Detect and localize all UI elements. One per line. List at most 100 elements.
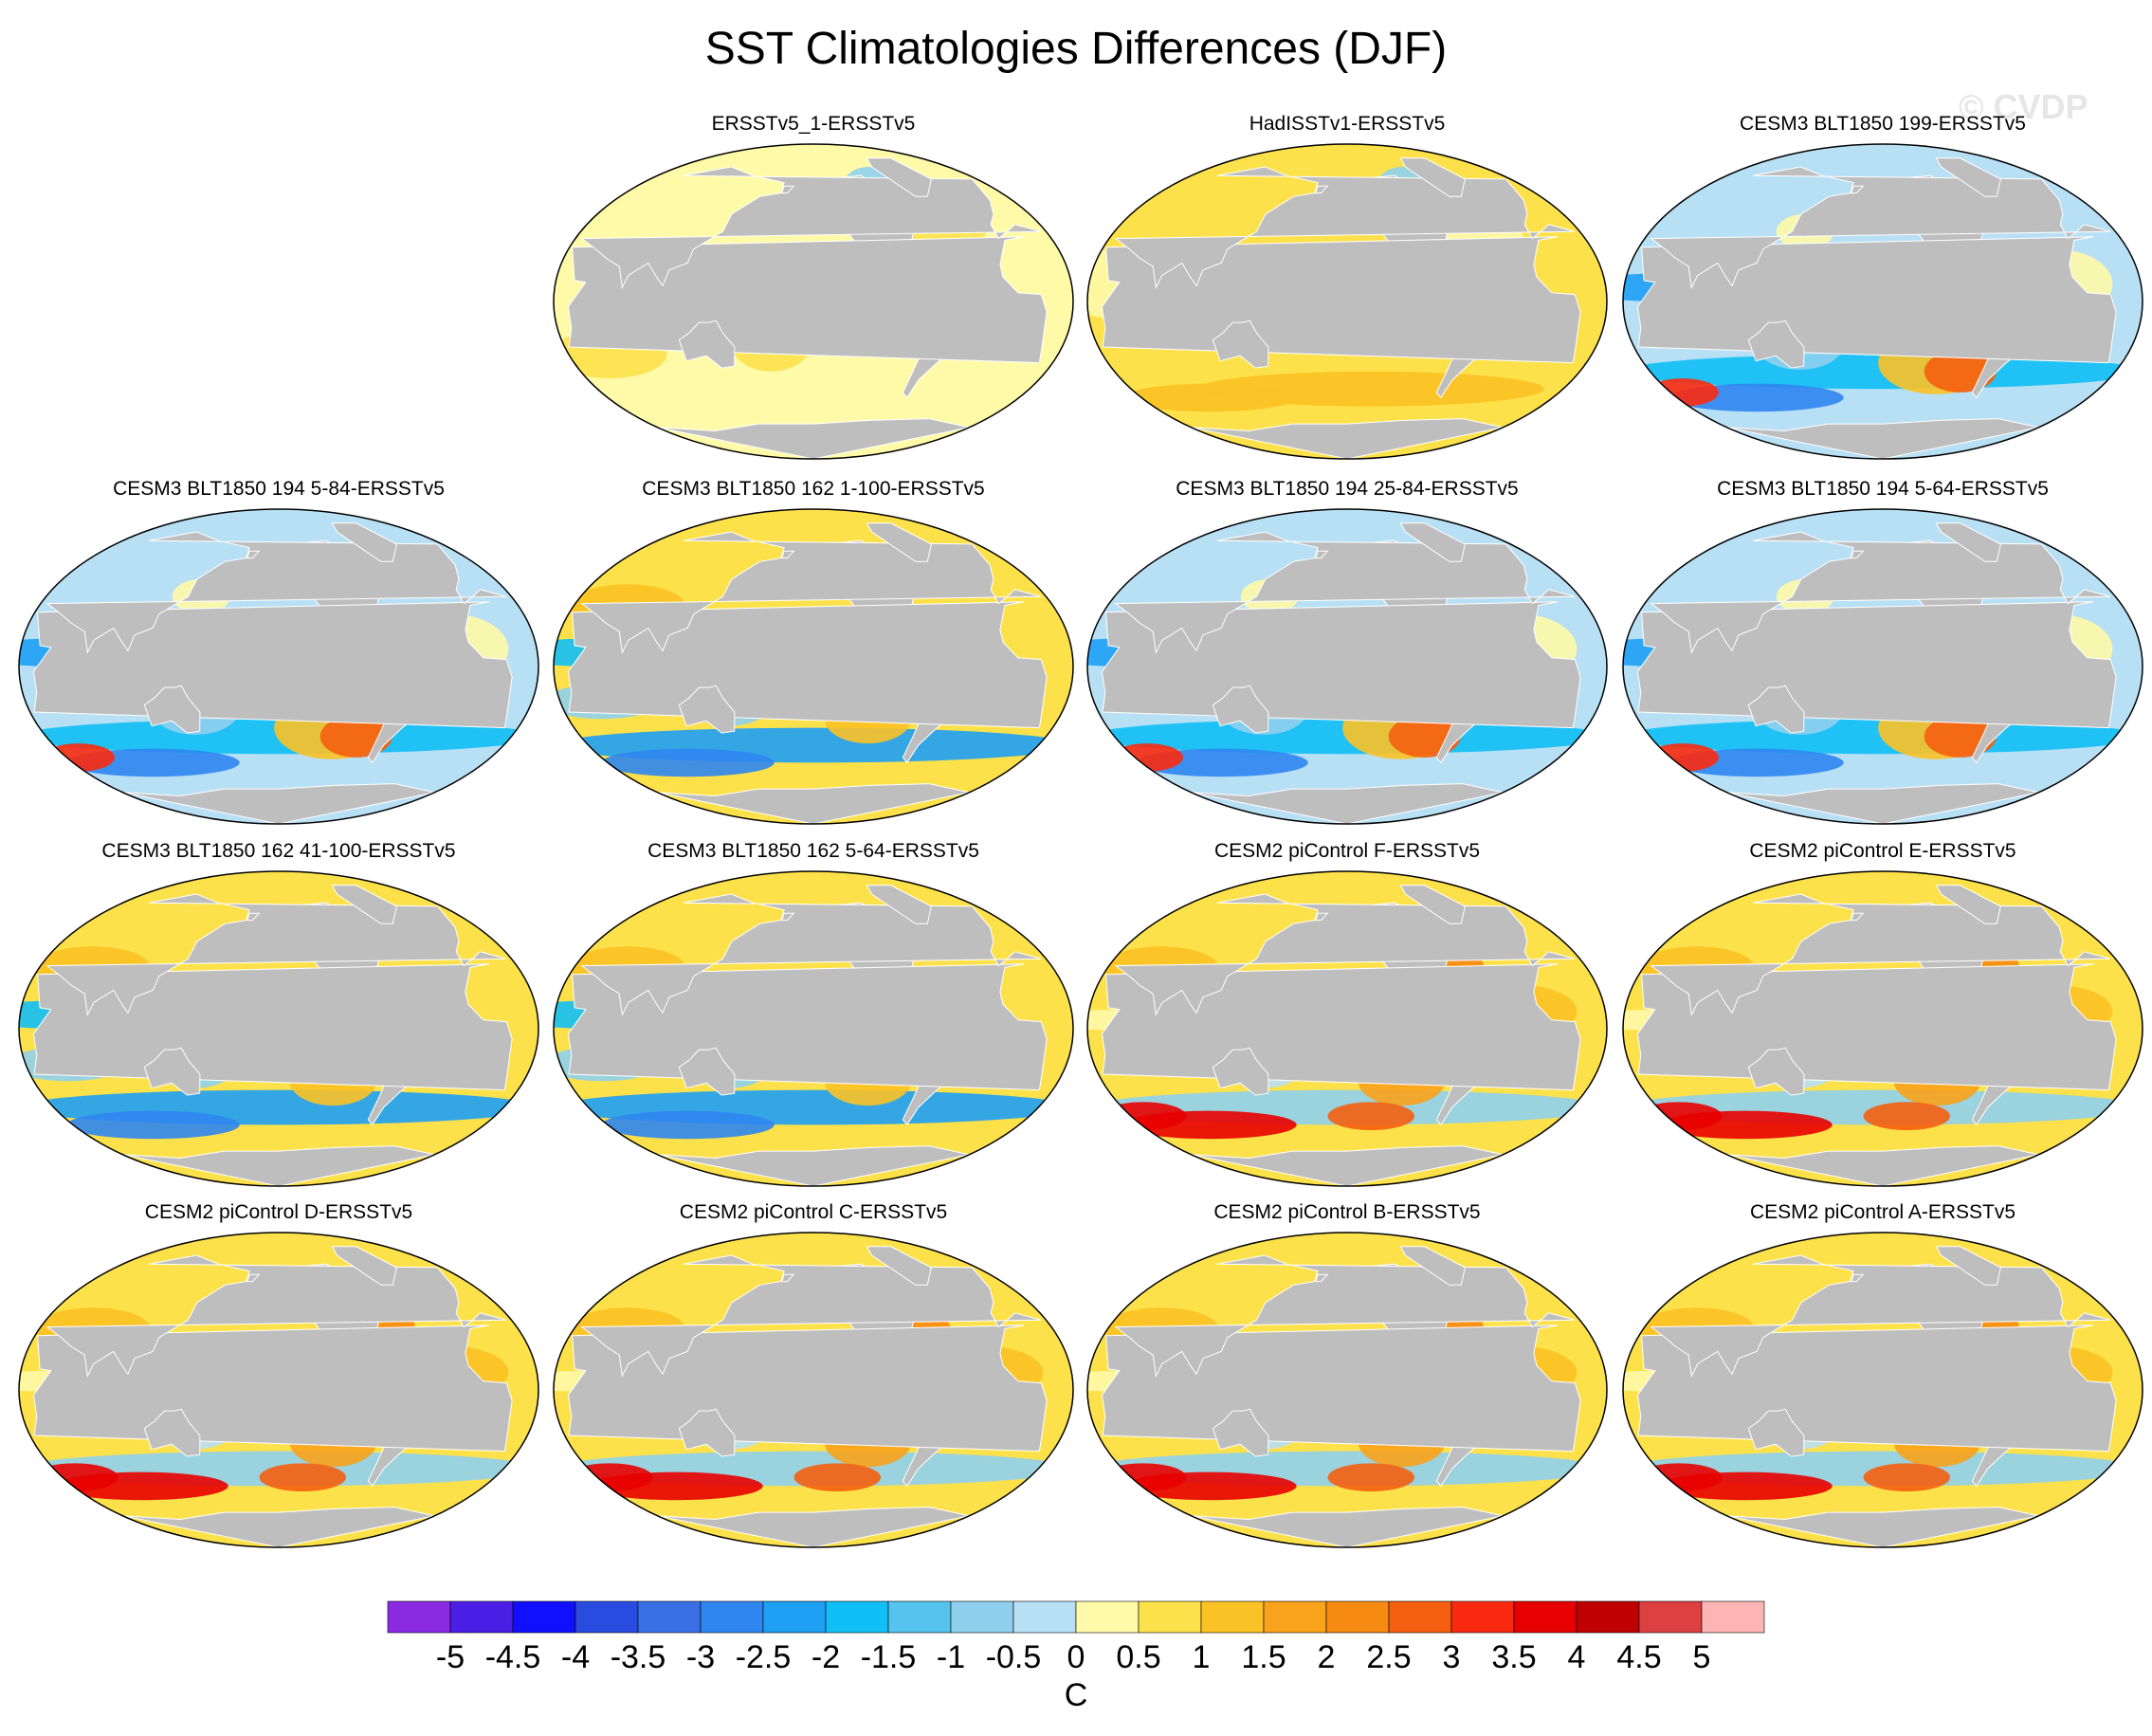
colorbar-swatch — [574, 1600, 639, 1634]
land-mask — [1726, 1507, 2039, 1547]
panel-title: CESM3 BLT1850 194 5-64-ERSSTv5 — [1717, 478, 2049, 500]
land-mask — [567, 601, 1048, 729]
map-panel: ERSSTv5_1-ERSSTv5 — [548, 112, 1079, 465]
land-mask — [1114, 1254, 1576, 1378]
sst-map — [18, 1232, 539, 1548]
colorbar-unit-label: C — [1064, 1677, 1088, 1713]
sst-map — [1086, 143, 1608, 460]
panel-title: CESM3 BLT1850 194 5-84-ERSSTv5 — [113, 478, 445, 500]
sst-anomaly-region — [793, 1463, 881, 1491]
panel-title: CESM2 piControl D-ERSSTv5 — [144, 1201, 413, 1223]
colorbar-swatch — [512, 1600, 576, 1634]
land-mask — [1747, 685, 1805, 734]
colorbar-swatch — [1325, 1600, 1390, 1634]
land-mask — [331, 1246, 397, 1286]
sst-anomaly-region — [1123, 383, 1297, 412]
colorbar-tick-label: -2.5 — [735, 1639, 792, 1675]
sst-map — [1086, 870, 1608, 1187]
land-mask — [781, 185, 795, 194]
land-mask — [1315, 185, 1329, 194]
land-mask — [1636, 963, 2117, 1091]
sst-anomaly-region — [1327, 1463, 1414, 1491]
map-border — [1086, 1232, 1608, 1548]
land-mask — [1935, 157, 2001, 197]
land-mask — [1650, 1254, 2111, 1378]
land-mask — [1636, 1325, 2117, 1453]
sst-map — [18, 508, 539, 825]
colorbar-swatch — [1513, 1600, 1578, 1634]
sst-map — [553, 143, 1074, 460]
land-mask — [567, 1325, 1048, 1453]
land-mask — [580, 166, 1042, 289]
land-mask — [567, 963, 1048, 1091]
land-mask — [1212, 1408, 1269, 1457]
cvdp-watermark: © CVDP — [1959, 87, 2088, 126]
map-panel: HadISSTv1-ERSSTv5 — [1082, 112, 1613, 465]
land-mask — [331, 885, 397, 924]
land-mask — [657, 418, 970, 459]
land-mask — [1726, 1145, 2039, 1186]
panel-title: CESM3 BLT1850 162 41-100-ERSSTv5 — [101, 840, 456, 862]
land-mask — [1114, 166, 1576, 289]
land-mask — [781, 1273, 795, 1283]
colorbar-swatch — [1075, 1600, 1140, 1634]
colorbar-tick-label: -1 — [936, 1639, 966, 1675]
colorbar — [387, 1600, 1765, 1634]
map-border — [18, 870, 539, 1187]
map-panel: CESM3 BLT1850 194 25-84-ERSSTv5 — [1082, 477, 1613, 830]
land-mask — [866, 157, 932, 197]
colorbar-tick-label: 0.5 — [1116, 1639, 1161, 1675]
colorbar-tick-label: 4 — [1567, 1639, 1586, 1675]
land-mask — [46, 1254, 507, 1378]
land-mask — [678, 1408, 736, 1457]
map-panel: CESM2 piControl A-ERSSTv5 — [1617, 1200, 2148, 1553]
colorbar-swatch — [825, 1600, 889, 1634]
map-panel: CESM3 BLT1850 162 1-100-ERSSTv5 — [548, 477, 1079, 830]
land-mask — [32, 1325, 513, 1453]
map-border — [18, 508, 539, 825]
land-mask — [781, 912, 795, 922]
map-panel: CESM3 BLT1850 199-ERSSTv5 — [1617, 112, 2148, 465]
sst-map — [1622, 1232, 2143, 1548]
land-mask — [1191, 783, 1504, 824]
map-border — [1086, 870, 1608, 1187]
sst-map — [553, 1232, 1074, 1548]
land-mask — [122, 1145, 435, 1186]
colorbar-swatch — [762, 1600, 827, 1634]
map-border — [18, 1232, 539, 1548]
colorbar-tick-label: 3 — [1442, 1639, 1461, 1675]
land-mask — [1212, 685, 1269, 734]
land-mask — [1726, 783, 2039, 824]
panel-title: CESM2 piControl F-ERSSTv5 — [1213, 840, 1481, 862]
map-panel: CESM3 BLT1850 194 5-84-ERSSTv5 — [13, 477, 544, 830]
land-mask — [1399, 157, 1466, 197]
map-panel: CESM2 piControl D-ERSSTv5 — [13, 1200, 544, 1553]
land-mask — [1315, 550, 1329, 559]
land-mask — [1935, 522, 2001, 562]
sst-map — [1622, 870, 2143, 1187]
land-mask — [1191, 418, 1504, 459]
land-mask — [1935, 885, 2001, 924]
land-mask — [1315, 912, 1329, 922]
land-mask — [122, 1507, 435, 1547]
land-mask — [1636, 601, 2117, 729]
map-border — [553, 508, 1074, 825]
colorbar-tick-label: -1.5 — [860, 1639, 917, 1675]
land-mask — [678, 320, 736, 369]
land-mask — [678, 685, 736, 734]
colorbar-swatch — [637, 1600, 702, 1634]
land-mask — [1101, 601, 1581, 729]
colorbar-swatch — [950, 1600, 1014, 1634]
sst-anomaly-region — [601, 748, 775, 777]
land-mask — [1399, 522, 1466, 562]
map-border — [1622, 143, 2143, 460]
land-mask — [866, 1246, 932, 1286]
land-mask — [657, 1145, 970, 1186]
panel-title: CESM2 piControl A-ERSSTv5 — [1749, 1201, 2016, 1223]
map-panel: CESM3 BLT1850 194 5-64-ERSSTv5 — [1617, 477, 2148, 830]
colorbar-tick-label: 2 — [1317, 1639, 1336, 1675]
sst-anomaly-region — [1327, 1102, 1414, 1130]
sst-anomaly-region — [601, 1110, 775, 1140]
sst-map — [1622, 508, 2143, 825]
land-mask — [1935, 1246, 2001, 1286]
